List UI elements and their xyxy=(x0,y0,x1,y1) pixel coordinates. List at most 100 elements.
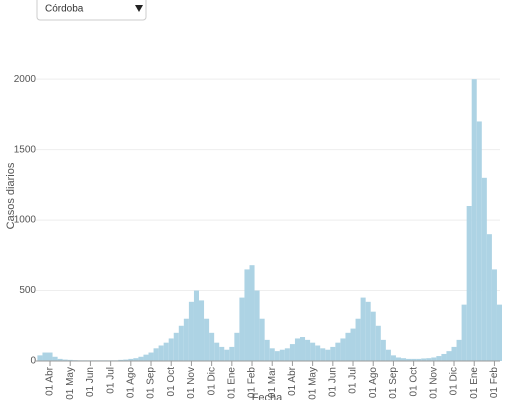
x-tick-label: 01 May xyxy=(65,367,76,400)
bar xyxy=(199,300,205,361)
bar xyxy=(365,301,371,361)
bar xyxy=(345,332,351,361)
bar xyxy=(330,346,336,361)
x-tick-label: 01 Mar xyxy=(267,366,278,398)
bar xyxy=(239,297,245,361)
bar xyxy=(118,359,124,361)
x-tick-label: 01 Nov xyxy=(186,367,197,399)
bar xyxy=(466,206,472,361)
bar xyxy=(385,349,391,361)
bar xyxy=(62,359,68,361)
bar xyxy=(411,358,417,361)
bar xyxy=(289,344,295,361)
x-tick-label: 01 Oct xyxy=(166,367,177,397)
bar xyxy=(254,290,260,361)
bar xyxy=(471,79,477,361)
bar xyxy=(360,297,366,361)
bar xyxy=(436,356,442,361)
bar xyxy=(355,318,361,361)
bar xyxy=(163,342,169,361)
bar xyxy=(209,332,215,361)
bar xyxy=(193,290,199,361)
x-tick-label: 01 Abr xyxy=(287,366,298,396)
bar xyxy=(395,357,401,361)
bar xyxy=(315,345,321,361)
bar xyxy=(183,318,189,361)
bar xyxy=(421,358,427,361)
bar xyxy=(284,348,290,361)
bar xyxy=(431,357,437,361)
bar xyxy=(416,358,422,361)
x-tick-label: 01 Ene xyxy=(226,367,237,399)
x-tick-label: 01 Ago xyxy=(368,367,379,399)
bar xyxy=(178,325,184,361)
bar xyxy=(234,332,240,361)
y-tick-label: 0 xyxy=(30,356,36,367)
bar xyxy=(456,339,462,361)
bar xyxy=(320,348,326,361)
bar xyxy=(481,177,487,361)
bar xyxy=(188,301,194,361)
bar xyxy=(496,304,502,361)
bar xyxy=(204,318,210,361)
bar xyxy=(491,269,497,361)
x-tick-label: 01 Dic xyxy=(449,367,460,395)
x-tick-label: 01 Nov xyxy=(428,367,439,399)
x-tick-label: 01 Jun xyxy=(85,367,96,397)
y-axis-title: Casos diarios xyxy=(5,162,17,229)
bar xyxy=(42,352,48,361)
dropdown-arrow xyxy=(135,5,143,12)
bar xyxy=(310,342,316,361)
bar xyxy=(143,354,149,361)
bar xyxy=(52,356,58,361)
bar xyxy=(335,342,341,361)
x-tick-label: 01 Ene xyxy=(469,367,480,399)
bar xyxy=(57,358,63,361)
bar xyxy=(325,349,331,361)
y-tick-label: 1000 xyxy=(14,215,37,226)
bar xyxy=(401,358,407,361)
bar xyxy=(279,349,285,361)
bar xyxy=(249,265,255,361)
bar xyxy=(461,304,467,361)
bar xyxy=(148,352,154,361)
bar xyxy=(219,346,225,361)
y-tick-label: 500 xyxy=(19,285,36,296)
bar xyxy=(451,346,457,361)
x-tick-label: 01 Oct xyxy=(408,367,419,397)
x-tick-label: 01 May xyxy=(307,367,318,400)
bar xyxy=(133,358,139,361)
bar xyxy=(224,349,230,361)
bar xyxy=(214,342,220,361)
bar xyxy=(264,339,270,361)
bar xyxy=(390,355,396,361)
dropdown[interactable] xyxy=(36,0,147,21)
bar xyxy=(350,328,356,361)
y-tick-label: 2000 xyxy=(14,74,37,85)
dropdown-value: Córdoba xyxy=(45,4,84,15)
bar xyxy=(173,332,179,361)
bar xyxy=(153,348,159,361)
x-tick-label: 01 Sep xyxy=(388,367,399,399)
x-tick-label: 01 Feb xyxy=(489,367,500,399)
bar xyxy=(476,121,482,361)
x-tick-label: 01 Ago xyxy=(125,367,136,399)
bar xyxy=(269,348,275,361)
bar xyxy=(426,358,432,361)
bar xyxy=(259,318,265,361)
x-axis-title: Fecha xyxy=(252,392,283,400)
x-tick-label: 01 Jul xyxy=(105,367,116,394)
bar xyxy=(375,325,381,361)
bar xyxy=(168,338,174,361)
x-tick-label: 01 Jul xyxy=(348,367,359,394)
y-tick-label: 1500 xyxy=(14,144,37,155)
x-tick-label: 01 Feb xyxy=(247,367,258,399)
bar xyxy=(123,359,129,361)
bar xyxy=(340,338,346,361)
x-tick-label: 01 Sep xyxy=(146,367,157,399)
bar xyxy=(380,339,386,361)
bar xyxy=(294,338,300,361)
bar xyxy=(229,346,235,361)
bar xyxy=(158,345,164,361)
